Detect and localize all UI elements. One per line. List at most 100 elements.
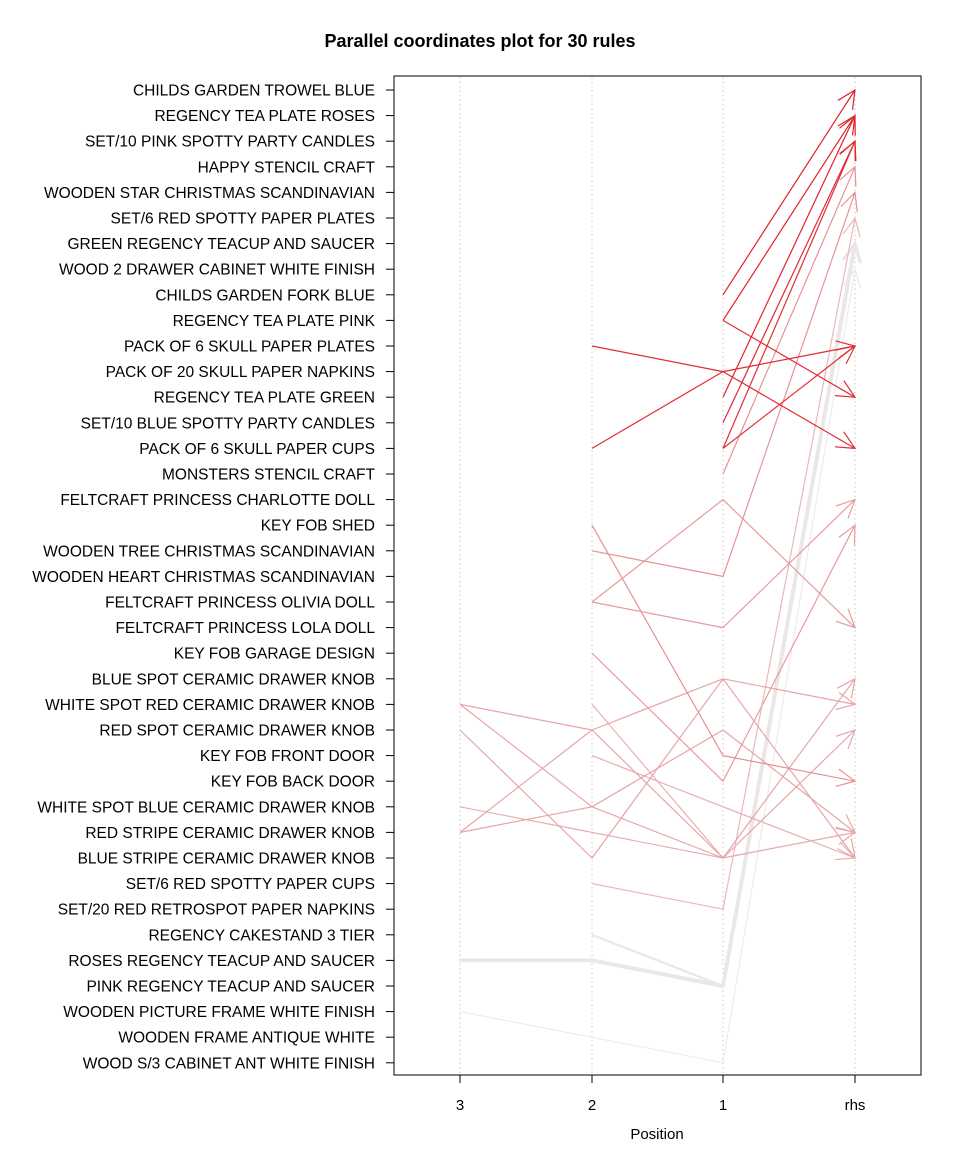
rule-arrowhead <box>835 498 856 519</box>
rule-lines <box>459 88 862 1064</box>
y-tick-label: KEY FOB GARAGE DESIGN <box>174 646 375 663</box>
rule-line <box>722 115 856 398</box>
rule-line <box>591 499 856 629</box>
y-tick-label: PACK OF 6 SKULL PAPER PLATES <box>124 339 375 356</box>
rule-13 <box>591 498 856 629</box>
y-tick-label: FELTCRAFT PRINCESS LOLA DOLL <box>115 620 375 637</box>
rule-line <box>722 166 856 475</box>
y-tick-label: SET/6 RED SPOTTY PAPER CUPS <box>126 876 375 893</box>
rule-15 <box>591 523 856 782</box>
rule-11 <box>591 191 858 578</box>
y-tick-label: WOODEN HEART CHRISTMAS SCANDINAVIAN <box>32 569 375 586</box>
y-tick-label: WOODEN PICTURE FRAME WHITE FINISH <box>63 1004 375 1021</box>
rule-5 <box>722 139 857 449</box>
y-tick-label: WOODEN FRAME ANTIQUE WHITE <box>118 1030 375 1047</box>
y-tick-label: HAPPY STENCIL CRAFT <box>198 159 376 176</box>
y-tick-label: REGENCY TEA PLATE GREEN <box>154 390 375 407</box>
rule-line <box>591 499 856 629</box>
rule-28 <box>721 241 862 987</box>
y-tick-label: WOOD S/3 CABINET ANT WHITE FINISH <box>83 1055 375 1072</box>
rule-line <box>459 678 856 833</box>
x-tick-label: 2 <box>588 1097 596 1114</box>
y-tick-label: ROSES REGENCY TEACUP AND SAUCER <box>68 953 375 970</box>
rule-arrowhead <box>835 729 856 749</box>
y-tick-label: BLUE SPOT CERAMIC DRAWER KNOB <box>92 671 375 688</box>
y-axis: CHILDS GARDEN TROWEL BLUE REGENCY TEA PLA… <box>32 83 394 1072</box>
y-tick-label: WOOD 2 DRAWER CABINET WHITE FINISH <box>59 262 375 279</box>
rule-line <box>459 729 856 833</box>
y-tick-label: KEY FOB SHED <box>261 518 375 535</box>
y-tick-label: CHILDS GARDEN TROWEL BLUE <box>133 83 375 100</box>
x-axis-title: Position <box>630 1126 683 1143</box>
rule-line <box>722 140 856 424</box>
rule-line <box>459 269 856 1064</box>
y-tick-label: WHITE SPOT BLUE CERAMIC DRAWER KNOB <box>37 799 375 816</box>
x-axis: 3 2 1 rhs <box>456 1075 866 1114</box>
rule-arrowhead <box>835 340 857 359</box>
chart-title: Parallel coordinates plot for 30 rules <box>324 31 635 51</box>
rule-arrowhead <box>837 677 856 699</box>
rule-20 <box>459 703 856 859</box>
rule-line <box>721 243 857 987</box>
rule-19 <box>459 729 857 834</box>
y-tick-label: BLUE STRIPE CERAMIC DRAWER KNOB <box>78 851 375 868</box>
rule-2 <box>722 114 856 321</box>
y-tick-label: RED SPOT CERAMIC DRAWER KNOB <box>99 723 375 740</box>
rule-arrowhead <box>842 216 861 238</box>
rule-arrowhead <box>835 380 857 398</box>
x-tick-label: rhs <box>845 1097 866 1114</box>
rule-arrowhead <box>838 523 856 546</box>
rule-17 <box>459 678 857 833</box>
rule-line <box>591 524 856 782</box>
rule-line <box>722 140 856 449</box>
rule-line <box>591 192 856 578</box>
y-tick-label: FELTCRAFT PRINCESS CHARLOTTE DOLL <box>60 492 375 509</box>
rule-line <box>591 217 856 910</box>
y-tick-label: RED STRIPE CERAMIC DRAWER KNOB <box>85 825 375 842</box>
y-tick-label: SET/10 PINK SPOTTY PARTY CANDLES <box>85 134 375 151</box>
rule-27 <box>591 240 862 988</box>
rule-arrowhead <box>839 114 856 136</box>
y-tick-label: WOODEN STAR CHRISTMAS SCANDINAVIAN <box>44 185 375 202</box>
rule-line <box>722 269 856 1063</box>
rule-3 <box>722 114 856 398</box>
rule-24 <box>591 216 861 910</box>
rule-line <box>722 115 856 321</box>
rule-arrowhead <box>835 768 857 787</box>
y-tick-label: WHITE SPOT RED CERAMIC DRAWER KNOB <box>45 697 375 714</box>
y-tick-label: SET/10 BLUE SPOTTY PARTY CANDLES <box>81 415 375 432</box>
rule-line <box>722 89 856 296</box>
rule-12 <box>591 499 856 629</box>
rule-line <box>459 703 856 859</box>
y-tick-label: KEY FOB BACK DOOR <box>211 774 375 791</box>
rule-8 <box>591 340 857 449</box>
rule-line <box>722 345 856 449</box>
rule-arrowhead <box>839 139 856 162</box>
rule-arrowhead <box>839 165 857 187</box>
y-tick-label: GREEN REGENCY TEACUP AND SAUCER <box>68 236 376 253</box>
y-tick-label: PACK OF 6 SKULL PAPER CUPS <box>139 441 375 458</box>
rule-arrowhead <box>835 814 857 834</box>
y-tick-label: CHILDS GARDEN FORK BLUE <box>155 287 375 304</box>
rule-line <box>591 345 856 449</box>
rule-arrowhead <box>835 608 856 629</box>
rule-1 <box>722 88 856 296</box>
y-tick-label: SET/6 RED SPOTTY PAPER PLATES <box>111 211 375 228</box>
y-tick-label: SET/20 RED RETROSPOT PAPER NAPKINS <box>58 902 375 919</box>
rule-arrowhead <box>835 691 857 711</box>
y-tick-label: REGENCY CAKESTAND 3 TIER <box>148 927 375 944</box>
rule-arrowhead <box>842 241 862 264</box>
rule-9 <box>722 345 857 449</box>
x-tick-label: 1 <box>719 1097 727 1114</box>
y-tick-label: KEY FOB FRONT DOOR <box>200 748 375 765</box>
rule-25 <box>591 241 862 988</box>
rule-arrowhead <box>837 838 856 860</box>
y-tick-label: REGENCY TEA PLATE ROSES <box>154 108 375 125</box>
plot-frame <box>393 75 922 1076</box>
rule-line <box>591 524 856 782</box>
rule-14 <box>591 524 857 787</box>
y-tick-label: PINK REGENCY TEACUP AND SAUCER <box>86 979 375 996</box>
y-tick-label: WOODEN TREE CHRISTMAS SCANDINAVIAN <box>43 543 375 560</box>
rule-arrowhead <box>835 431 857 450</box>
